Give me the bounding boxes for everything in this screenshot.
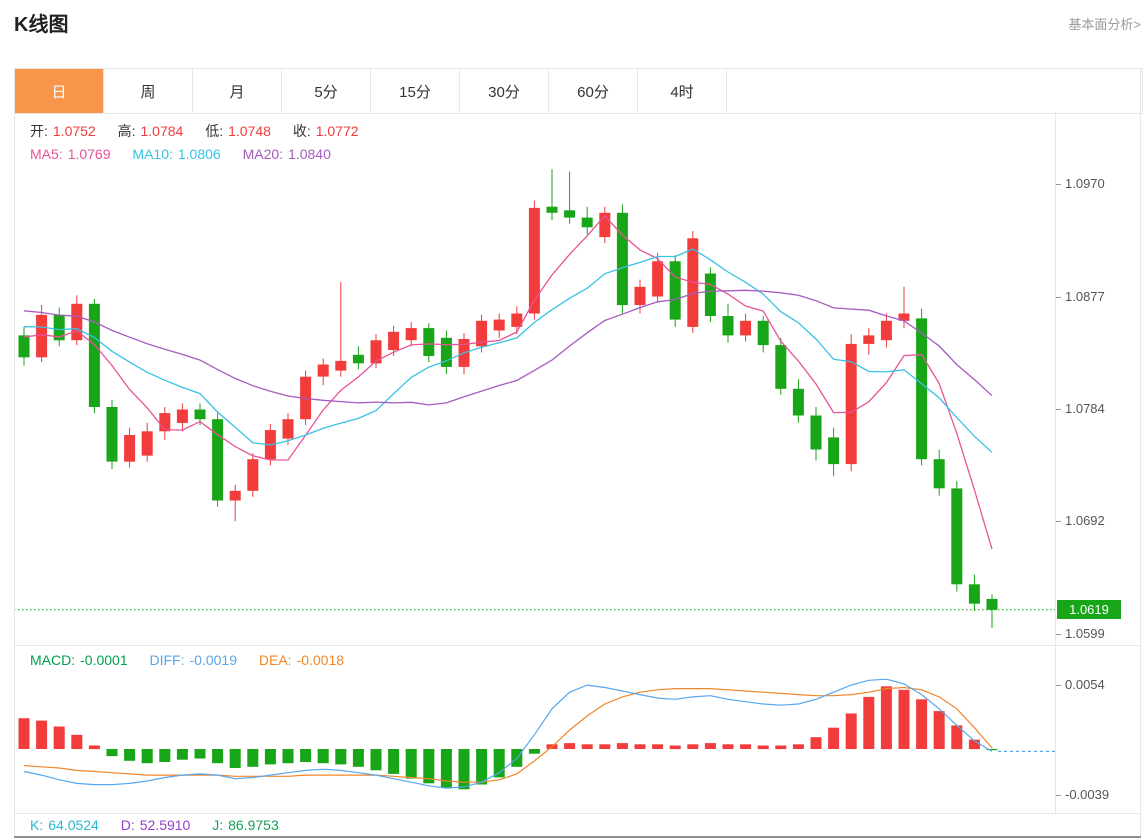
macd-axis-label: -0.0039: [1065, 787, 1110, 802]
price-axis-label: 1.0877: [1065, 289, 1105, 304]
close-label: 收:: [292, 123, 311, 139]
high-label: 高:: [117, 123, 136, 139]
open-value: 1.0752: [52, 123, 96, 139]
macd-axis-tick: [1056, 795, 1061, 796]
tab-30min[interactable]: 30分: [460, 69, 549, 113]
diff-label: DIFF:: [149, 652, 185, 668]
kdj-info-row: K: 64.0524 D: 52.5910 J: 86.9753: [30, 817, 297, 833]
candlestick-chart[interactable]: [14, 112, 1055, 645]
tab-month[interactable]: 月: [193, 69, 282, 113]
tab-4hour[interactable]: 4时: [638, 69, 727, 113]
tab-60min[interactable]: 60分: [549, 69, 638, 113]
j-value: 86.9753: [228, 817, 279, 833]
price-axis-tick: [1056, 521, 1061, 522]
j-label: J:: [212, 817, 224, 833]
chart-border-right: [1140, 68, 1141, 838]
price-axis-label: 1.0784: [1065, 401, 1105, 416]
d-label: D:: [120, 817, 135, 833]
ma10-label: MA10:: [132, 146, 173, 162]
page-title: K线图: [14, 14, 69, 36]
tab-week[interactable]: 周: [104, 69, 193, 113]
macd-value: -0.0001: [80, 652, 128, 668]
dea-value: -0.0018: [296, 652, 345, 668]
close-value: 1.0772: [315, 123, 359, 139]
price-axis-tick: [1056, 297, 1061, 298]
ma5-value: 1.0769: [67, 146, 111, 162]
current-price-badge: 1.0619: [1057, 600, 1121, 619]
price-axis-tick: [1056, 634, 1061, 635]
chart-border-left: [14, 68, 15, 838]
panel-divider: [14, 645, 1141, 646]
macd-chart[interactable]: [14, 646, 1055, 813]
tab-15min[interactable]: 15分: [371, 69, 460, 113]
ma20-label: MA20:: [242, 146, 284, 162]
open-label: 开:: [30, 123, 48, 139]
ma10-value: 1.0806: [177, 146, 221, 162]
macd-axis-label: 0.0054: [1065, 677, 1105, 692]
chart-border-bottom: [14, 836, 1141, 838]
panel-divider: [14, 813, 1141, 814]
ma-info-row: MA5: 1.0769 MA10: 1.0806 MA20: 1.0840: [30, 146, 349, 162]
price-axis-label: 1.0970: [1065, 176, 1105, 191]
ma20-value: 1.0840: [288, 146, 331, 162]
macd-info-row: MACD: -0.0001 DIFF: -0.0019 DEA: -0.0018: [30, 652, 362, 668]
price-axis-tick: [1056, 409, 1061, 410]
tab-5min[interactable]: 5分: [282, 69, 371, 113]
low-value: 1.0748: [228, 123, 271, 139]
price-axis-label: 1.0692: [1065, 513, 1105, 528]
diff-value: -0.0019: [189, 652, 237, 668]
ohlc-info-row: 开: 1.0752 高: 1.0784 低: 1.0748 收: 1.0772: [30, 121, 377, 141]
tab-day[interactable]: 日: [15, 69, 104, 113]
price-axis-tick: [1056, 184, 1061, 185]
price-axis-label: 1.0599: [1065, 626, 1105, 641]
fundamental-analysis-link[interactable]: 基本面分析>: [1068, 17, 1141, 32]
timeframe-tabbar: 日 周 月 5分 15分 30分 60分 4时: [14, 68, 1143, 114]
macd-axis-tick: [1056, 685, 1061, 686]
macd-label: MACD:: [30, 652, 76, 668]
dea-label: DEA:: [258, 652, 292, 668]
high-value: 1.0784: [140, 123, 184, 139]
low-label: 低:: [205, 123, 224, 139]
k-value: 64.0524: [48, 817, 99, 833]
d-value: 52.5910: [139, 817, 191, 833]
macd-axis: 0.0054 -0.0039: [1055, 646, 1142, 813]
price-axis: 1.0970 1.0877 1.0784 1.0692 1.0599 1.0619: [1055, 112, 1142, 645]
k-label: K:: [30, 817, 44, 833]
ma5-label: MA5:: [30, 146, 63, 162]
